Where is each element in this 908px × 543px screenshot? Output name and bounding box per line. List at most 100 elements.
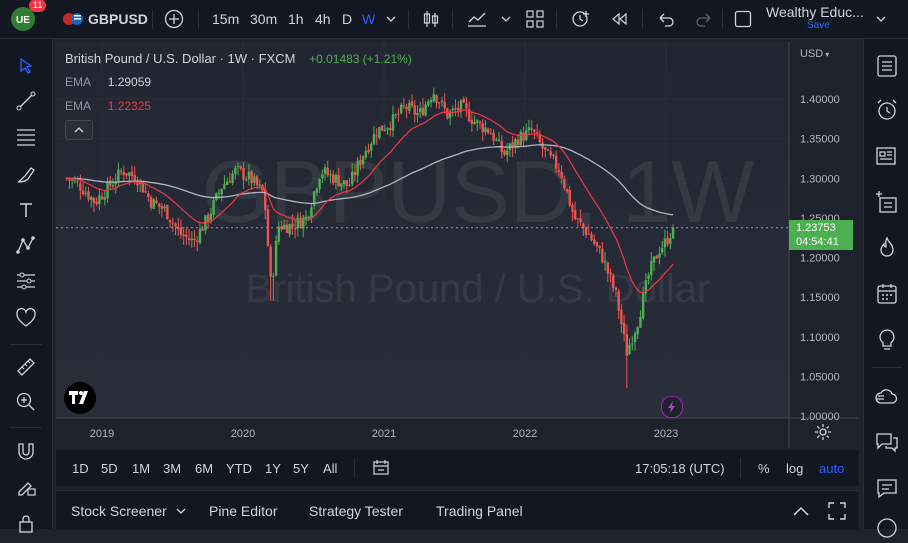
candle-body (359, 159, 362, 165)
trend-line-icon (16, 91, 36, 111)
interval-15m[interactable]: 15m (212, 0, 239, 38)
chart-pane[interactable]: GBPUSD, 1W British Pound / U.S. Dollar 1… (56, 42, 858, 448)
compare-button[interactable] (164, 0, 184, 38)
interval-4h[interactable]: 4h (315, 0, 331, 38)
interval-1h[interactable]: 1h (288, 0, 304, 38)
fib-tool[interactable] (12, 123, 40, 151)
interval-d[interactable]: D (342, 0, 352, 38)
brush-tool[interactable] (12, 160, 40, 188)
candle-body (95, 201, 98, 204)
undo-button[interactable] (656, 0, 676, 38)
candle-body (141, 182, 145, 193)
time-tick-label: 2020 (231, 428, 255, 440)
candle-body (209, 213, 213, 221)
candle-body (462, 98, 465, 103)
text-tool[interactable] (12, 196, 40, 224)
cursor-tool[interactable] (12, 52, 40, 80)
redo-button[interactable] (694, 0, 714, 38)
hotlists-button[interactable] (872, 233, 902, 263)
alerts-button[interactable] (872, 95, 902, 125)
chart-type-button[interactable] (421, 0, 441, 38)
lock-tool[interactable] (12, 509, 40, 537)
range-all[interactable]: All (323, 450, 337, 486)
ema-legend-1[interactable]: EMA 1.29059 (65, 75, 151, 89)
tradingview-logo[interactable] (64, 382, 96, 414)
range-label: 1M (132, 460, 151, 476)
interval-30m[interactable]: 30m (250, 0, 277, 38)
indicators-dropdown[interactable] (500, 0, 512, 38)
layout-checkbox[interactable] (734, 0, 752, 38)
messages-button[interactable] (872, 473, 902, 503)
chats-button[interactable] (872, 427, 902, 457)
templates-button[interactable] (525, 0, 545, 38)
go-to-date-button[interactable] (372, 450, 390, 486)
range-3m[interactable]: 3M (163, 450, 181, 486)
auto-toggle[interactable]: auto (819, 450, 844, 486)
chart-settings-button[interactable] (814, 423, 832, 446)
expand-panel-button[interactable] (792, 491, 810, 530)
range-6m[interactable]: 6M (195, 450, 213, 486)
measure-tool[interactable] (12, 353, 40, 381)
range-5y[interactable]: 5Y (293, 450, 309, 486)
watchlist-button[interactable] (872, 51, 902, 81)
candle-body (399, 104, 403, 114)
symbol-search[interactable]: GBPUSD (62, 0, 148, 38)
alert-button[interactable] (570, 0, 592, 38)
add-widget-button[interactable] (872, 187, 902, 217)
range-1m[interactable]: 1M (132, 450, 150, 486)
candle-body (590, 233, 593, 241)
lock-drawings-tool[interactable] (12, 473, 40, 501)
event-marker[interactable] (661, 396, 683, 418)
interval-dropdown[interactable] (385, 0, 397, 38)
candle-body (103, 197, 107, 200)
legend-change: +0.01483 (+1.21%) (309, 52, 412, 66)
ema-legend-2[interactable]: EMA 1.22325 (65, 99, 151, 113)
tab-stock-screener[interactable]: Stock Screener (71, 491, 187, 530)
news-button[interactable] (872, 141, 902, 171)
candle-body (220, 188, 223, 195)
favorites-tool[interactable] (12, 304, 40, 332)
tab-strategy-tester[interactable]: Strategy Tester (309, 491, 403, 530)
candle-body (432, 94, 435, 102)
timezone-clock[interactable]: 17:05:18 (UTC) (635, 450, 725, 486)
avatar[interactable]: UE 11 (10, 0, 47, 38)
trendline-tool[interactable] (12, 87, 40, 115)
fullscreen-icon (828, 501, 846, 520)
percent-toggle[interactable]: % (758, 450, 770, 486)
log-toggle[interactable]: log (786, 450, 803, 486)
chevron-up-icon (74, 127, 84, 133)
drawing-toolbar (0, 39, 53, 533)
ideas-button[interactable] (872, 325, 902, 355)
calendar-button[interactable] (872, 279, 902, 309)
magnet-tool[interactable] (12, 437, 40, 465)
candle-body (416, 112, 419, 116)
zoom-tool[interactable] (12, 388, 40, 416)
range-ytd[interactable]: YTD (226, 450, 252, 486)
tab-trading-panel[interactable]: Trading Panel (436, 491, 523, 530)
range-1y[interactable]: 1Y (265, 450, 281, 486)
help-button[interactable] (872, 513, 902, 543)
candle-body (323, 167, 327, 174)
streams-button[interactable] (872, 382, 902, 412)
range-1d[interactable]: 1D (72, 450, 89, 486)
pattern-tool[interactable] (12, 231, 40, 259)
price-chart[interactable]: GBPUSD, 1W British Pound / U.S. Dollar 1… (56, 42, 858, 448)
price-axis[interactable]: 1.400001.350001.300001.250001.200001.150… (800, 94, 840, 423)
candle-body (386, 128, 389, 131)
interval-w[interactable]: W (362, 0, 375, 38)
candle-body (163, 206, 166, 209)
time-axis[interactable]: 2019 2020 2021 2022 2023 (90, 428, 678, 440)
layout-name-button[interactable]: Wealthy Educ... Save (766, 0, 864, 38)
prediction-tool[interactable] (12, 267, 40, 295)
replay-button[interactable] (609, 0, 629, 38)
currency-selector[interactable]: USD ▾ (800, 48, 829, 60)
indicators-button[interactable] (466, 0, 488, 38)
tab-pine-editor[interactable]: Pine Editor (209, 491, 277, 530)
layout-dropdown[interactable] (875, 0, 887, 38)
range-5d[interactable]: 5D (101, 450, 118, 486)
magnet-icon (18, 443, 34, 460)
collapse-legend-button[interactable] (65, 120, 93, 140)
rewind-icon (612, 12, 627, 26)
maximize-panel-button[interactable] (828, 491, 846, 530)
candle-body (367, 149, 370, 152)
